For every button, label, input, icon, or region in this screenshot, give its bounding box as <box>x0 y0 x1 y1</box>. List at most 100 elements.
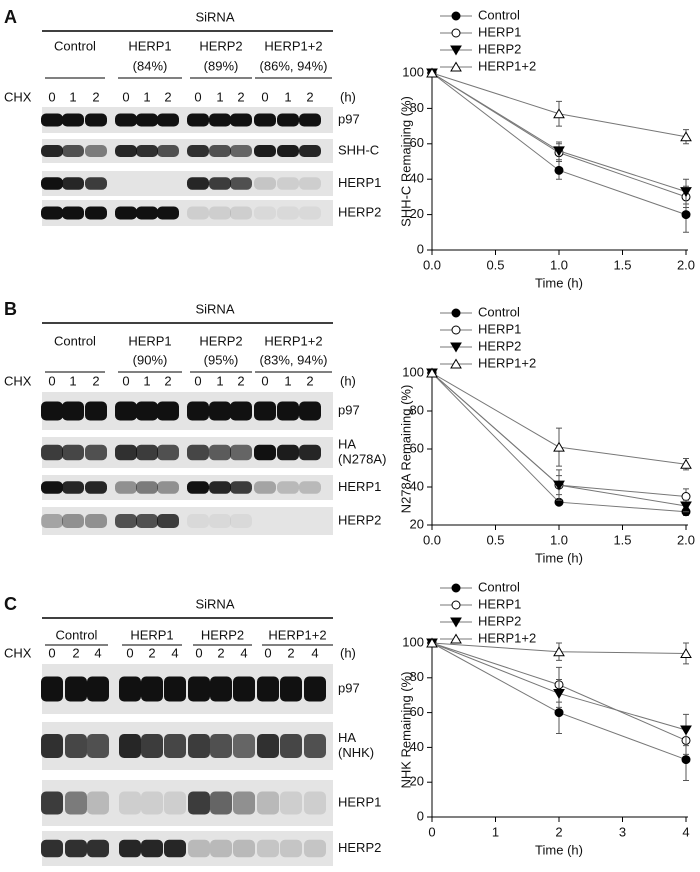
group-name: HERP1+2 <box>264 333 322 348</box>
row-label: SHH-C <box>338 142 379 157</box>
blot-band <box>257 839 279 858</box>
blot-band <box>85 514 107 528</box>
blot-band <box>41 145 63 157</box>
blot-band <box>209 481 231 494</box>
blot-band <box>209 514 231 528</box>
data-point <box>681 210 691 220</box>
blot-band <box>41 676 63 702</box>
legend-marker <box>450 358 462 369</box>
legend-label: HERP1 <box>478 596 521 611</box>
x-tick-label: 0.5 <box>486 532 504 547</box>
group-name: HERP1+2 <box>264 38 322 53</box>
blot-band <box>65 839 87 858</box>
blot-band <box>41 481 63 494</box>
y-tick-label: 60 <box>410 135 424 150</box>
blot-band <box>304 734 326 758</box>
x-tick-label: 3 <box>619 824 626 839</box>
blot-band <box>136 206 158 220</box>
blot-band <box>157 206 179 220</box>
blot-band <box>141 676 163 702</box>
blot-band <box>187 401 209 421</box>
blot-background <box>42 507 333 535</box>
blot-band <box>304 839 326 858</box>
legend-label: Control <box>478 304 520 319</box>
group-knockdown: (84%) <box>133 58 168 73</box>
blot-band <box>277 481 299 494</box>
y-tick-label: 20 <box>410 774 424 789</box>
blot-band <box>304 676 326 702</box>
blot-band <box>299 177 321 190</box>
lane-label: 0 <box>194 89 201 104</box>
y-tick-label: 40 <box>410 171 424 186</box>
x-tick-label: 1.5 <box>613 532 631 547</box>
blot-band <box>141 734 163 758</box>
row-label: (N278A) <box>338 451 386 466</box>
blot-band <box>187 206 209 220</box>
lane-label: 2 <box>164 373 171 388</box>
blot-band <box>230 206 252 220</box>
blot-band <box>115 113 137 127</box>
blot-band <box>299 401 321 421</box>
blot-band <box>188 791 210 815</box>
lane-label: 1 <box>216 89 223 104</box>
y-tick-label: 80 <box>410 402 424 417</box>
data-point <box>426 67 438 78</box>
legend-label: Control <box>478 7 520 22</box>
blot-band <box>87 791 109 815</box>
blot-band <box>65 734 87 758</box>
x-tick-label: 1 <box>492 824 499 839</box>
x-tick-label: 0 <box>428 824 435 839</box>
legend-label: HERP2 <box>478 41 521 56</box>
blot-band <box>115 481 137 494</box>
blot-band <box>136 481 158 494</box>
data-point <box>681 492 691 501</box>
y-tick-label: 100 <box>402 634 424 649</box>
blot-band <box>62 444 84 461</box>
blot-band <box>230 177 252 190</box>
lane-label: 1 <box>69 89 76 104</box>
blot-band <box>277 206 299 220</box>
panel-letter: B <box>4 299 17 319</box>
blot-band <box>230 514 252 528</box>
blot-band <box>62 401 84 421</box>
blot-band <box>280 839 302 858</box>
blot-band <box>254 444 276 461</box>
sirna-label: SiRNA <box>195 9 234 24</box>
blot-band <box>41 177 63 190</box>
group-name: Control <box>54 38 96 53</box>
x-tick-label: 2.0 <box>677 532 695 547</box>
blot-band <box>41 839 63 858</box>
blot-band <box>254 145 276 157</box>
data-point <box>426 367 438 378</box>
lane-label: 1 <box>216 373 223 388</box>
x-tick-label: 1.5 <box>613 257 631 272</box>
lane-label: 1 <box>284 373 291 388</box>
data-point <box>554 708 564 718</box>
group-name: HERP2 <box>201 627 244 642</box>
blot-band <box>188 734 210 758</box>
legend-label: HERP1+2 <box>478 355 536 370</box>
lane-label: 1 <box>143 373 150 388</box>
blot-band <box>277 113 299 127</box>
blot-band <box>85 145 107 157</box>
lane-label: 0 <box>48 373 55 388</box>
row-label: HERP2 <box>338 840 381 855</box>
row-label: HERP1 <box>338 479 381 494</box>
lane-label: 2 <box>164 89 171 104</box>
blot-band <box>119 734 141 758</box>
blot-band <box>254 401 276 421</box>
blot-band <box>65 791 87 815</box>
blot-band <box>87 734 109 758</box>
row-label: (NHK) <box>338 745 374 760</box>
lane-label: 2 <box>237 373 244 388</box>
blot-band <box>209 444 231 461</box>
y-tick-label: 100 <box>402 64 424 79</box>
legend-marker <box>451 325 461 335</box>
blot-band <box>230 444 252 461</box>
lane-label: 4 <box>94 645 101 660</box>
lane-label: 2 <box>92 373 99 388</box>
blot-band <box>257 676 279 702</box>
blot-band <box>157 444 179 461</box>
row-label: HA <box>338 436 356 451</box>
